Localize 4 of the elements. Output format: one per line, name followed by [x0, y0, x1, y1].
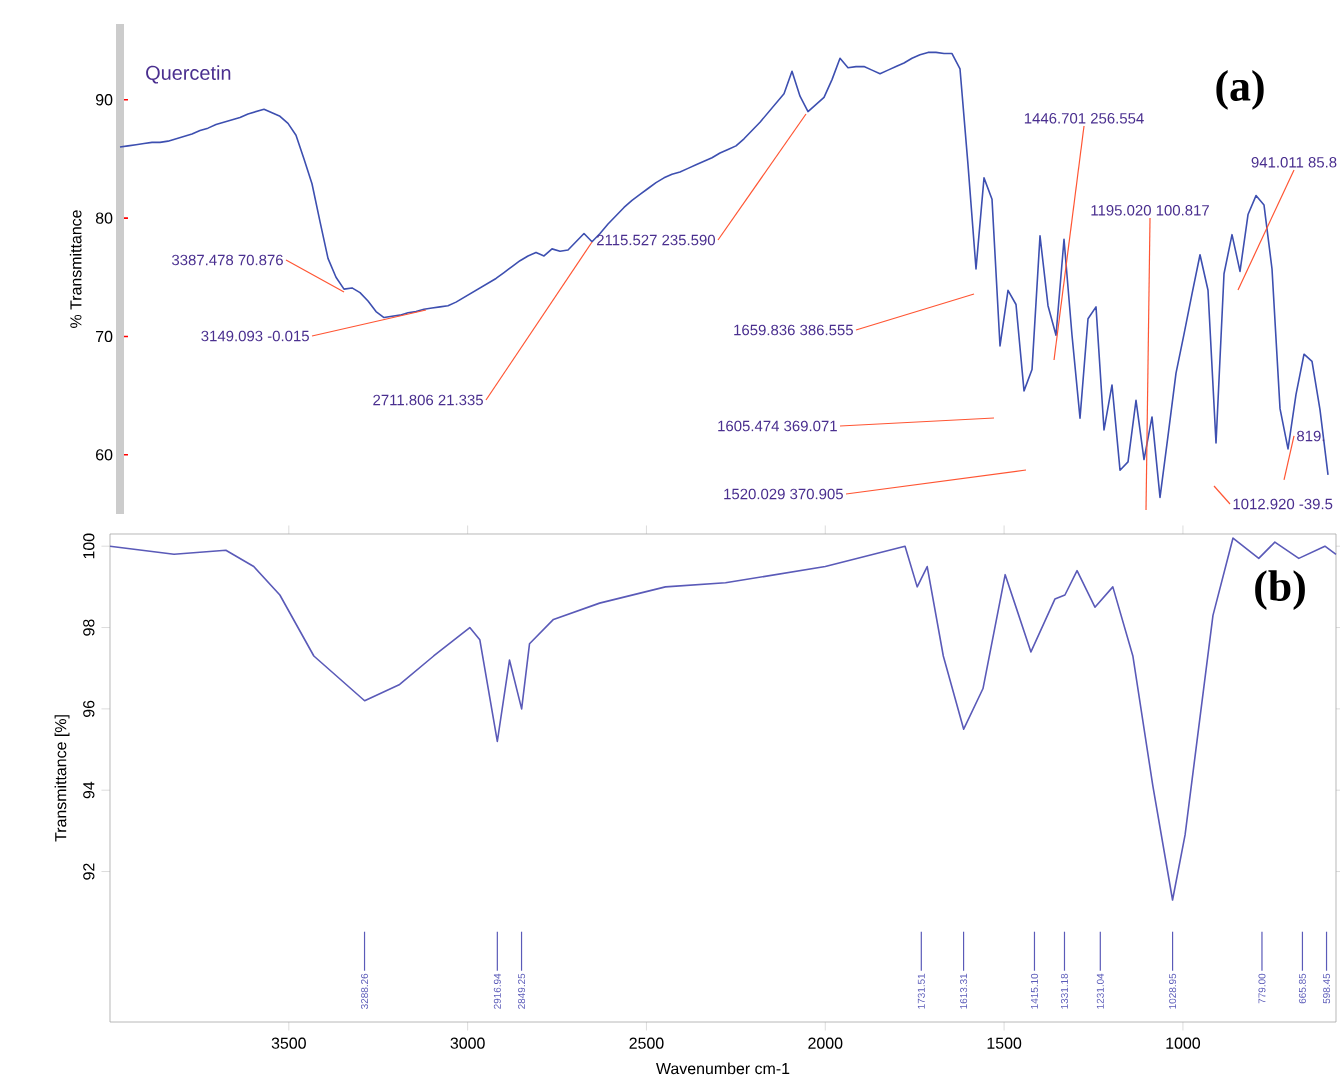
annotation: (a) — [1216, 70, 1264, 110]
line-series — [109, 537, 1337, 901]
annotation: (b) — [1255, 570, 1305, 610]
series-label: Quercetin — [146, 65, 231, 84]
